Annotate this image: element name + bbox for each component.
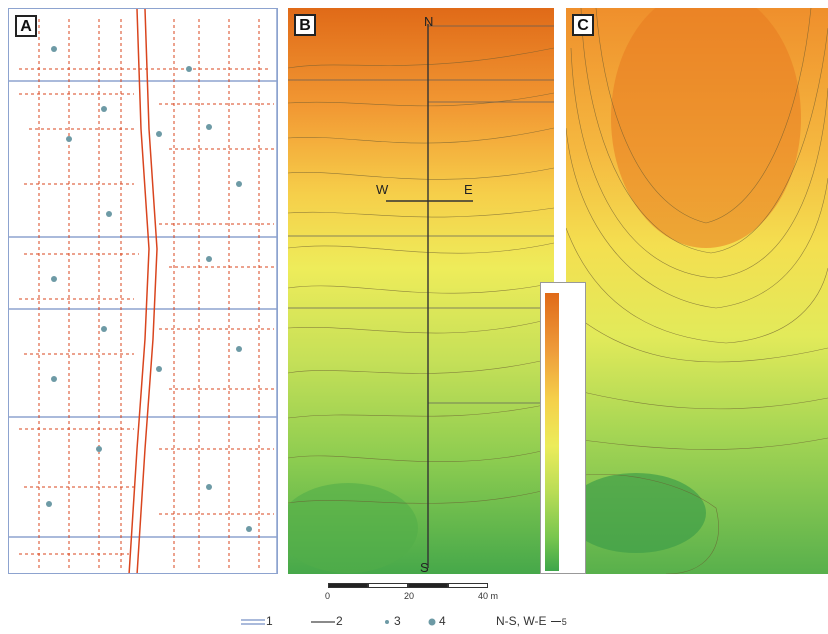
scale-tick-0: 0	[325, 591, 331, 601]
legend-label-3: 3	[394, 614, 401, 628]
legend-item-3: 3	[380, 614, 401, 629]
scale-segment-1	[328, 583, 368, 588]
scale-tick-20: 20	[404, 591, 415, 601]
north-label: N	[424, 14, 434, 29]
south-label: S	[420, 560, 429, 574]
small-dot-symbol	[385, 619, 389, 624]
profile-line-symbol	[550, 621, 561, 623]
panel-b-letter: B	[294, 14, 316, 36]
panel-b-map: B N S W E	[288, 8, 554, 574]
legend-label-1: 1	[266, 614, 273, 628]
west-label: W	[376, 182, 389, 197]
legend-label-4: 4	[439, 614, 446, 628]
panel-a-letter: A	[15, 15, 37, 37]
legend-label-2: 2	[336, 614, 343, 628]
wells	[46, 46, 252, 532]
panel-c-letter: C	[572, 14, 594, 36]
scale-segment-3	[408, 583, 448, 588]
contour-lines-b	[288, 47, 554, 504]
well-symbol	[428, 618, 436, 626]
scale-bar: 0 20 40 m	[325, 583, 499, 613]
panel-c-map: C	[566, 8, 828, 574]
legend-item-5: N-S, W-E 5	[496, 614, 567, 628]
contour-map-b	[288, 8, 554, 574]
layout-map-drawing	[9, 9, 277, 573]
legend-item-2: 2	[310, 614, 343, 629]
color-gradient-bar	[545, 293, 559, 571]
irrigation-ditches	[19, 19, 274, 569]
legend-item-4: 4	[425, 614, 446, 629]
contour-map-c	[566, 8, 828, 574]
scale-segment-2	[368, 583, 408, 588]
scale-segment-4	[448, 583, 488, 588]
contour-lines-c	[566, 8, 828, 574]
east-label: E	[464, 182, 473, 197]
legend-item-1: 1	[240, 614, 273, 629]
legend-label-5-num: 5	[561, 617, 567, 627]
field-grid	[9, 9, 277, 573]
legend-label-5-text: N-S, W-E	[496, 614, 547, 628]
profile-lines	[386, 24, 473, 568]
solid-line-symbol	[311, 621, 335, 623]
double-line-symbol	[241, 619, 265, 625]
field-lines-b	[288, 25, 554, 404]
color-scale-legend	[540, 282, 586, 574]
scale-tick-40: 40 m	[478, 591, 499, 601]
panel-a-layout-map: A	[8, 8, 278, 574]
main-canal	[128, 9, 158, 573]
